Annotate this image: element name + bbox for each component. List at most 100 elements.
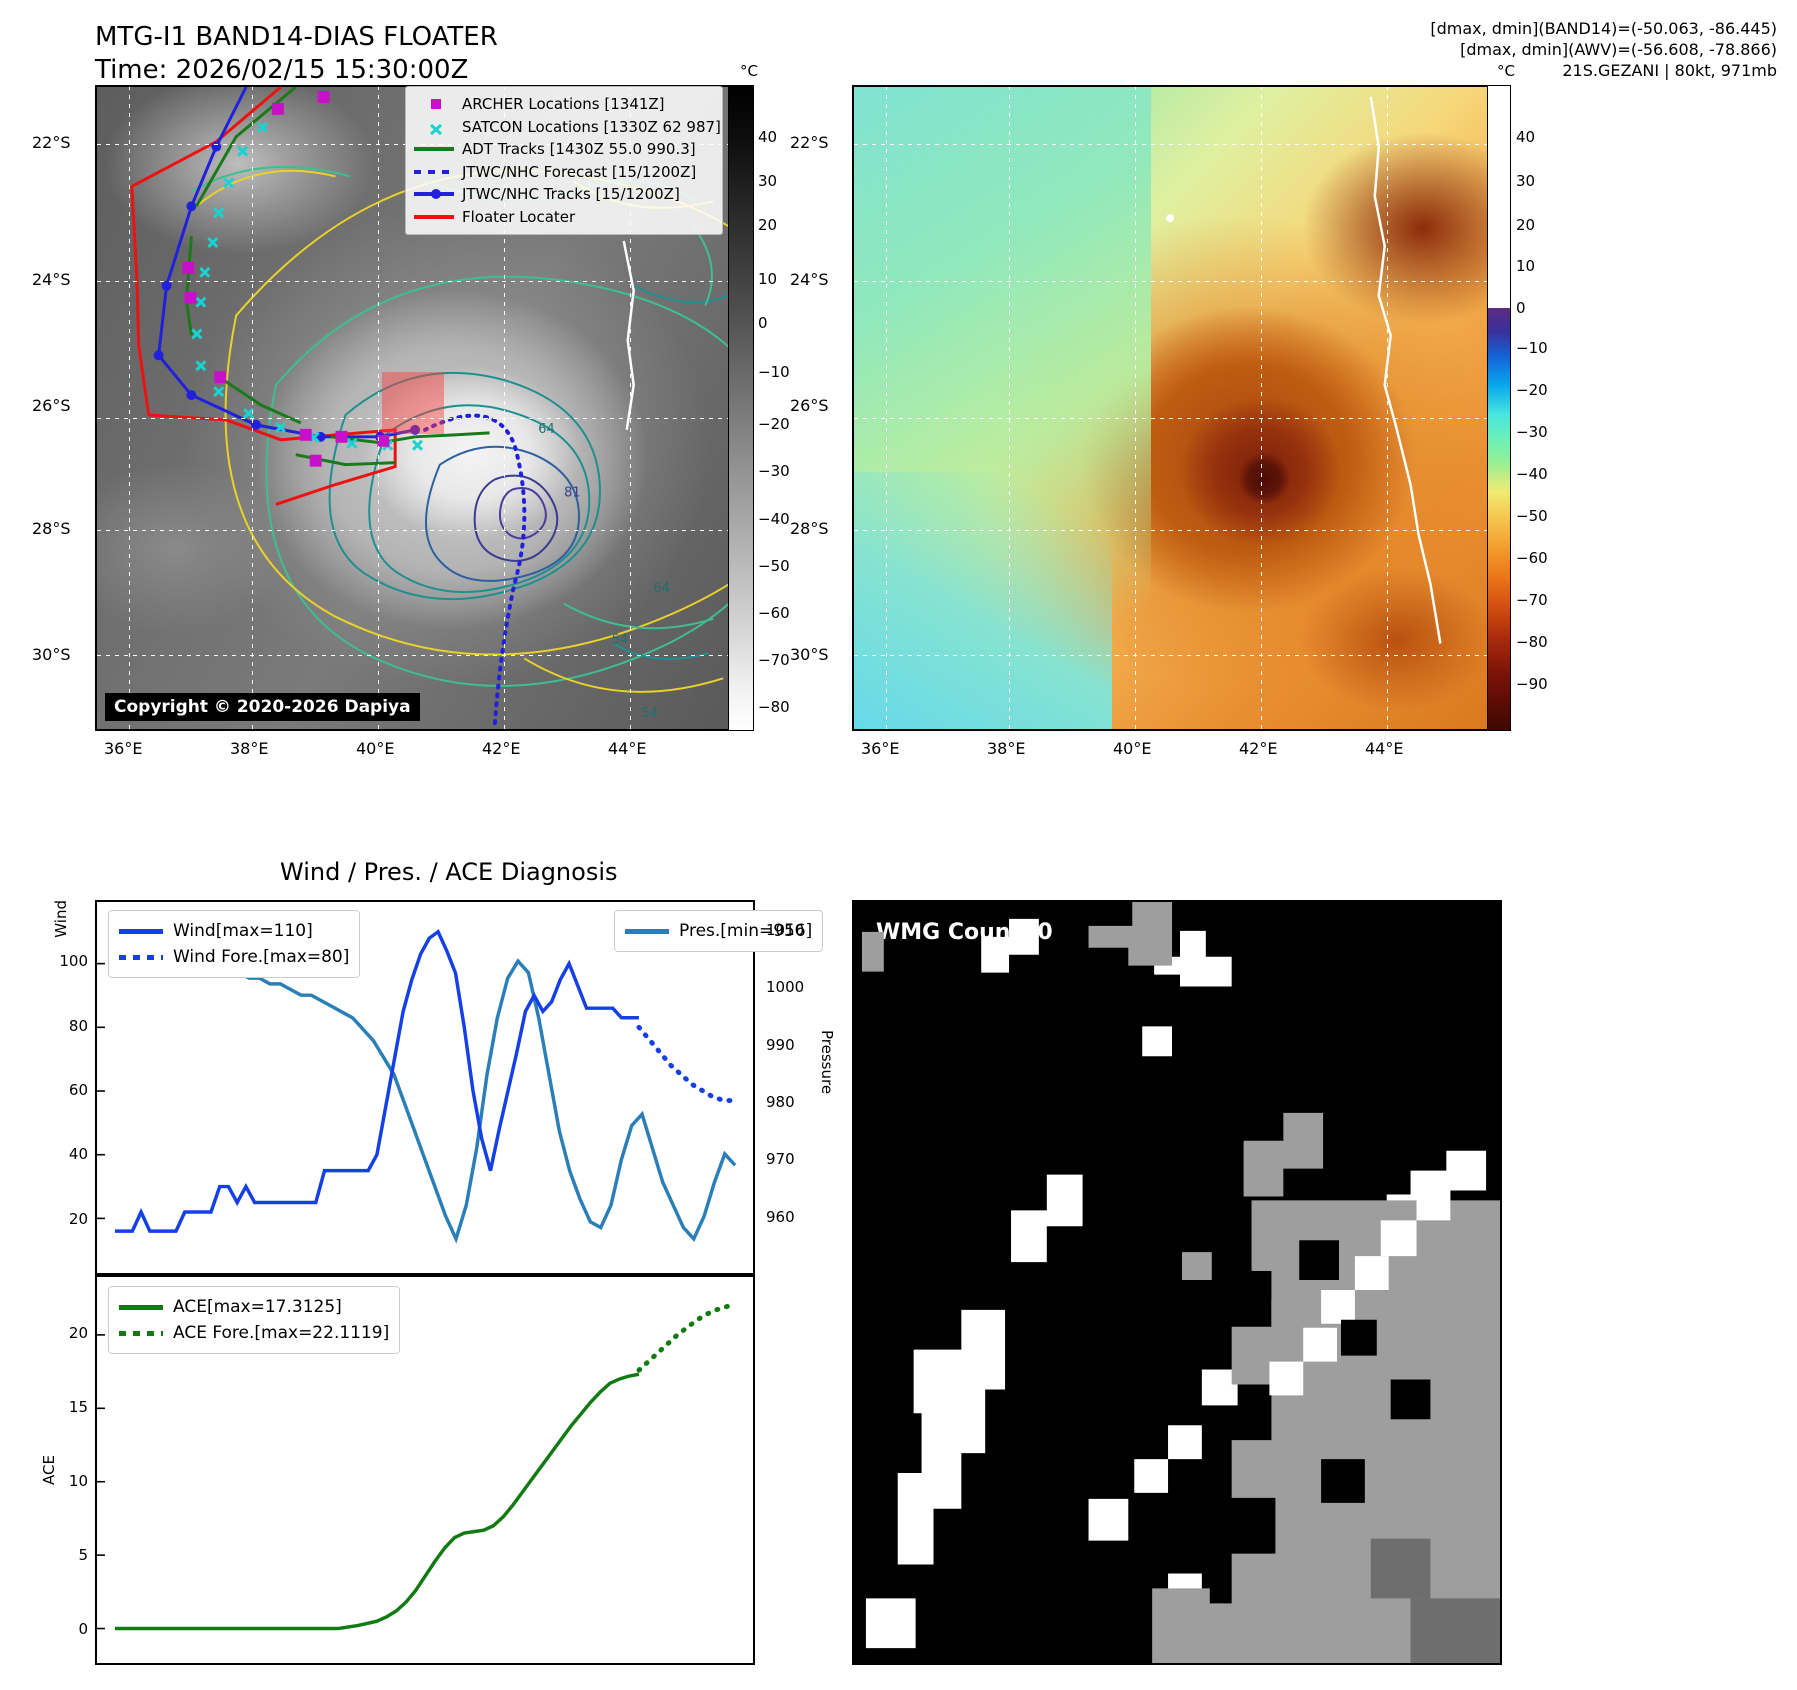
pressure-tick-label: 1000: [766, 978, 805, 997]
ir-cbar-tick: −70: [758, 651, 790, 669]
legend-item-floater-locater[interactable]: Floater Locater: [414, 206, 714, 229]
legend-label: JTWC/NHC Tracks [15/1200Z]: [462, 185, 680, 203]
awv-cbar-tick: 20: [1516, 216, 1536, 234]
legend-label: JTWC/NHC Forecast [15/1200Z]: [462, 162, 697, 181]
adt-line-icon: [414, 142, 454, 156]
awv-cold-region-southwest: [854, 472, 1113, 729]
awv-gridline-lon: [886, 87, 887, 729]
svg-text:81: 81: [564, 485, 580, 500]
ir-cbar-tick: 0: [758, 314, 768, 332]
awv-gridline-lon: [1261, 87, 1262, 729]
awv-lat-tick: 26°S: [790, 396, 829, 415]
pressure-tick-label: 990: [766, 1035, 795, 1054]
ace-tick-label: 15: [68, 1397, 88, 1416]
ace-forecast-dotted-icon: [119, 1326, 163, 1340]
ir-lat-tick: 28°S: [32, 519, 71, 538]
ace-tick-label: 5: [78, 1546, 88, 1564]
wmg-mask-blocks: [861, 902, 1500, 1663]
legend-item-pressure[interactable]: Pres.[min=956]: [625, 918, 812, 944]
legend-item-ace-forecast[interactable]: ACE Fore.[max=22.1119]: [119, 1320, 389, 1346]
awv-cbar-tick: −70: [1516, 591, 1548, 609]
archer-marker-icon: [414, 97, 454, 111]
awv-gridline-lat: [854, 418, 1500, 419]
ir-cbar-tick: −50: [758, 557, 790, 575]
legend-item-wind-forecast[interactable]: Wind Fore.[max=80]: [119, 944, 349, 970]
wind-legend: Wind[max=110] Wind Fore.[max=80]: [108, 910, 361, 978]
legend-item-wind[interactable]: Wind[max=110]: [119, 918, 349, 944]
awv-cbar-tick: −80: [1516, 633, 1548, 651]
awv-lon-tick: 40°E: [1113, 739, 1152, 758]
header-stats: [dmax, dmin](BAND14)=(-50.063, -86.445) …: [1430, 18, 1777, 81]
legend-label: Floater Locater: [462, 207, 576, 226]
ace-line-icon: [119, 1300, 163, 1314]
ir-cbar-tick: 30: [758, 172, 778, 190]
awv-gridline-lon: [1009, 87, 1010, 729]
forecast-dotted-line-icon: [414, 165, 454, 179]
ace-axis-label: ACE: [40, 1455, 58, 1485]
ir-lat-tick: 24°S: [32, 270, 71, 289]
wind-tick-label: 80: [68, 1016, 88, 1035]
ir-gridline-lon: [378, 87, 379, 729]
legend-label: ACE Fore.[max=22.1119]: [173, 1323, 390, 1343]
awv-colorbar: [1487, 85, 1511, 731]
awv-lat-tick: 24°S: [790, 270, 829, 289]
legend-item-adt-tracks[interactable]: ADT Tracks [1430Z 55.0 990.3]: [414, 138, 714, 161]
awv-gridline-lon: [1135, 87, 1136, 729]
awv-gridline-lat: [854, 530, 1500, 531]
awv-gridline-lat: [854, 144, 1500, 145]
awv-cbar-tick: 30: [1516, 172, 1536, 190]
wind-tick-label: 100: [59, 952, 88, 971]
wmg-mask-image[interactable]: WMG Count: 0: [852, 900, 1502, 1665]
legend-item-archer[interactable]: ARCHER Locations [1341Z]: [414, 93, 714, 116]
ace-legend: ACE[max=17.3125] ACE Fore.[max=22.1119]: [108, 1286, 401, 1354]
svg-text:64: 64: [654, 581, 670, 596]
ir-cbar-tick: −60: [758, 604, 790, 622]
ace-tick-label: 0: [78, 1620, 88, 1639]
ir-cbar-tick: −80: [758, 698, 790, 716]
awv-lon-tick: 42°E: [1239, 739, 1278, 758]
legend-label: Wind[max=110]: [173, 921, 313, 941]
awv-lat-tick: 28°S: [790, 519, 829, 538]
awv-cbar-tick: −40: [1516, 465, 1548, 483]
ir-cbar-tick: −40: [758, 510, 790, 528]
ir-cbar-tick: 10: [758, 270, 778, 288]
ir-gridline-lon: [504, 87, 505, 729]
ir-gridline-lat: [97, 655, 743, 656]
awv-gridline-lon: [1387, 87, 1388, 729]
ir-colorbar-unit: °C: [740, 62, 758, 80]
pressure-tick-label: 960: [766, 1207, 795, 1226]
wind-tick-label: 20: [68, 1209, 88, 1228]
ir-colorbar: [728, 85, 754, 731]
svg-text:54: 54: [612, 633, 628, 648]
storm-identifier: 21S.GEZANI | 80kt, 971mb: [1562, 61, 1777, 80]
awv-cbar-tick: 40: [1516, 128, 1536, 146]
awv-enhanced-ir-image[interactable]: [852, 85, 1502, 731]
ir-lon-tick: 38°E: [230, 739, 269, 758]
awv-cbar-tick: −30: [1516, 423, 1548, 441]
ir-gridline-lat: [97, 418, 743, 419]
ir-gridline-lon: [129, 87, 130, 729]
legend-item-satcon[interactable]: SATCON Locations [1330Z 62 987]: [414, 116, 721, 139]
legend-item-jtwc-tracks[interactable]: JTWC/NHC Tracks [15/1200Z]: [414, 183, 714, 206]
legend-label: ADT Tracks [1430Z 55.0 990.3]: [462, 140, 696, 158]
pressure-line-icon: [625, 924, 669, 938]
ir-lat-tick: 30°S: [32, 645, 71, 664]
ir-cbar-tick: 40: [758, 128, 778, 146]
legend-item-jtwc-forecast[interactable]: JTWC/NHC Forecast [15/1200Z]: [414, 161, 714, 184]
ir-gridline-lon: [252, 87, 253, 729]
jtwc-track-line-icon: [414, 187, 454, 201]
legend-label: ARCHER Locations [1341Z]: [462, 95, 665, 113]
ir-lon-tick: 44°E: [608, 739, 647, 758]
ir-gridline-lat: [97, 530, 743, 531]
ir-lat-tick: 26°S: [32, 396, 71, 415]
legend-item-ace[interactable]: ACE[max=17.3125]: [119, 1294, 389, 1320]
awv-cbar-tick: −50: [1516, 507, 1548, 525]
ir-cbar-tick: −30: [758, 462, 790, 480]
svg-text:54: 54: [642, 706, 658, 721]
page-timestamp: Time: 2026/02/15 15:30:00Z: [95, 55, 469, 85]
wind-tick-label: 40: [68, 1145, 88, 1164]
ace-tick-label: 20: [68, 1323, 88, 1342]
awv-cbar-tick: 10: [1516, 257, 1536, 275]
pressure-axis-label: Pressure: [818, 1030, 836, 1095]
